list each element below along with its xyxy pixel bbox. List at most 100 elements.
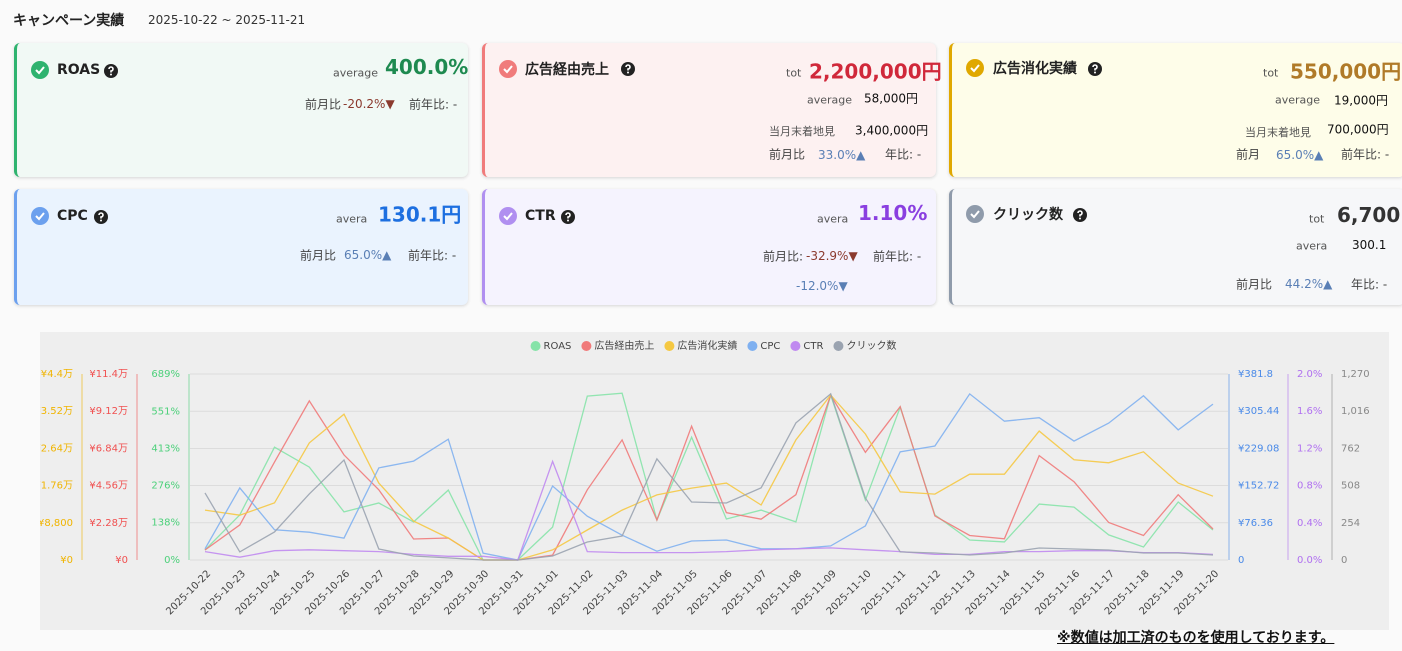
label: 前月比 [1236, 277, 1273, 292]
legend-swatch [790, 341, 801, 351]
card [482, 43, 936, 177]
series-line [204, 392, 1214, 561]
y-tick-label: 0 [1238, 555, 1244, 566]
card-title: ROAS [57, 62, 101, 78]
label: tot [1309, 212, 1325, 226]
y-tick-label: 1.6% [1297, 406, 1322, 417]
legend-label: CPC [760, 341, 780, 352]
label: 前年比: - [873, 249, 922, 264]
label: average [1275, 93, 1321, 107]
y-tick-label: ¥229.08 [1238, 443, 1279, 454]
metric: 2,200,000円 [809, 59, 942, 84]
label: tot [786, 66, 802, 80]
change: 65.0%▲ [344, 248, 392, 262]
metric: 130.1円 [378, 202, 462, 227]
label: avera [336, 212, 368, 226]
y-tick-label: 551% [151, 406, 180, 417]
change: 44.2%▲ [1285, 277, 1333, 291]
label: 前月比: [763, 249, 804, 264]
card-title: CTR [525, 208, 556, 224]
y-tick-label: ¥2.64万 [40, 443, 73, 454]
label: 年比: - [885, 147, 922, 162]
y-tick-label: ¥8,800 [40, 518, 73, 529]
period: 2025-10-22 ~ 2025-11-21 [148, 13, 306, 27]
value: 19,000円 [1334, 93, 1388, 108]
label: avera [1296, 239, 1328, 253]
series-line [204, 393, 1214, 561]
series-line [204, 394, 1214, 561]
value: 3,400,000円 [855, 123, 929, 138]
label: 前月比 [305, 97, 342, 112]
y-tick-label: 0 [1341, 555, 1347, 566]
chart: 0% 138% 276% 413% 551% 689% ¥0 ¥2.28万 ¥4.56万 ¥6.8… [40, 332, 1389, 630]
y-tick-label: 276% [151, 480, 180, 491]
y-tick-label: ¥6.84万 [89, 443, 128, 454]
y-tick-label: ¥4.56万 [89, 481, 128, 492]
card-title: CPC [57, 208, 88, 224]
y-tick-label: 762 [1341, 443, 1360, 454]
legend-label: クリック数 [846, 339, 896, 352]
card [14, 43, 468, 177]
y-tick-label: ¥3.52万 [40, 406, 73, 417]
y-tick-label: ¥381.8 [1238, 369, 1273, 380]
y-tick-label: ¥0 [60, 555, 73, 566]
change: -12.0%▼ [796, 279, 848, 293]
label: tot [1263, 66, 1279, 80]
label: 前月 [1236, 147, 1261, 162]
card-title: 広告消化実績 [993, 61, 1077, 77]
legend-swatch [833, 341, 844, 351]
check-icon [31, 207, 49, 225]
label: 当月末着地見 [1245, 126, 1311, 139]
check-icon [499, 60, 517, 78]
label: 当月末着地見 [769, 125, 835, 138]
icons [31, 59, 1102, 225]
label: 前月比 [300, 248, 337, 263]
change: -32.9%▼ [806, 249, 858, 263]
card-title: クリック数 [993, 207, 1063, 223]
change: 33.0%▲ [818, 148, 866, 162]
legend-swatch [530, 341, 541, 351]
label: 前年比: - [409, 97, 458, 112]
legend-swatch [664, 341, 675, 351]
y-tick-label: 254 [1341, 518, 1360, 529]
page-title: キャンペーン実績 [13, 13, 125, 29]
y-tick-label: 0.4% [1297, 518, 1322, 529]
y-tick-label: 1,270 [1341, 369, 1370, 380]
card-title: 広告経由売上 [525, 62, 609, 78]
y-tick-label: ¥2.28万 [89, 518, 128, 529]
help-glyphs [98, 64, 1098, 219]
y-tick-label: 2.0% [1297, 369, 1322, 380]
y-tick-label: ¥11.4万 [89, 369, 128, 380]
y-tick-label: ¥0 [115, 555, 128, 566]
value: 700,000円 [1327, 122, 1389, 137]
help-icons[interactable] [94, 62, 1102, 224]
card [482, 189, 936, 305]
label: average [333, 66, 379, 80]
y-tick-label: ¥9.12万 [89, 406, 128, 417]
change: -20.2%▼ [343, 97, 395, 111]
label: 年比: - [1351, 277, 1388, 292]
y-tick-label: 0% [164, 555, 180, 566]
value: 300.1 [1352, 238, 1387, 252]
series-line [204, 392, 1214, 561]
label: avera [817, 212, 849, 226]
value: 58,000円 [864, 91, 918, 106]
check-icon [966, 59, 984, 77]
change: 65.0%▲ [1276, 148, 1324, 162]
y-tick-label: ¥76.36 [1238, 518, 1273, 529]
legend: ROAS 広告経由売上 広告消化実績 CPC CTR クリック数 [530, 339, 896, 352]
legend-swatch [581, 341, 592, 351]
card [949, 189, 1402, 305]
y-tick-label: 508 [1341, 481, 1360, 492]
label: 前年比: - [408, 248, 457, 263]
y-tick-label: 689% [151, 369, 180, 380]
y-tick-label: 0.0% [1297, 555, 1322, 566]
card [949, 43, 1402, 177]
metric: 550,000円 [1290, 59, 1402, 84]
metric: 400.0% [385, 55, 469, 79]
y-tick-label: ¥152.72 [1238, 481, 1279, 492]
y-tick-label: ¥1.76万 [40, 481, 73, 492]
y-tick-label: 138% [151, 518, 180, 529]
footnote: ※数値は加工済のものを使用しております。 [1057, 630, 1335, 646]
